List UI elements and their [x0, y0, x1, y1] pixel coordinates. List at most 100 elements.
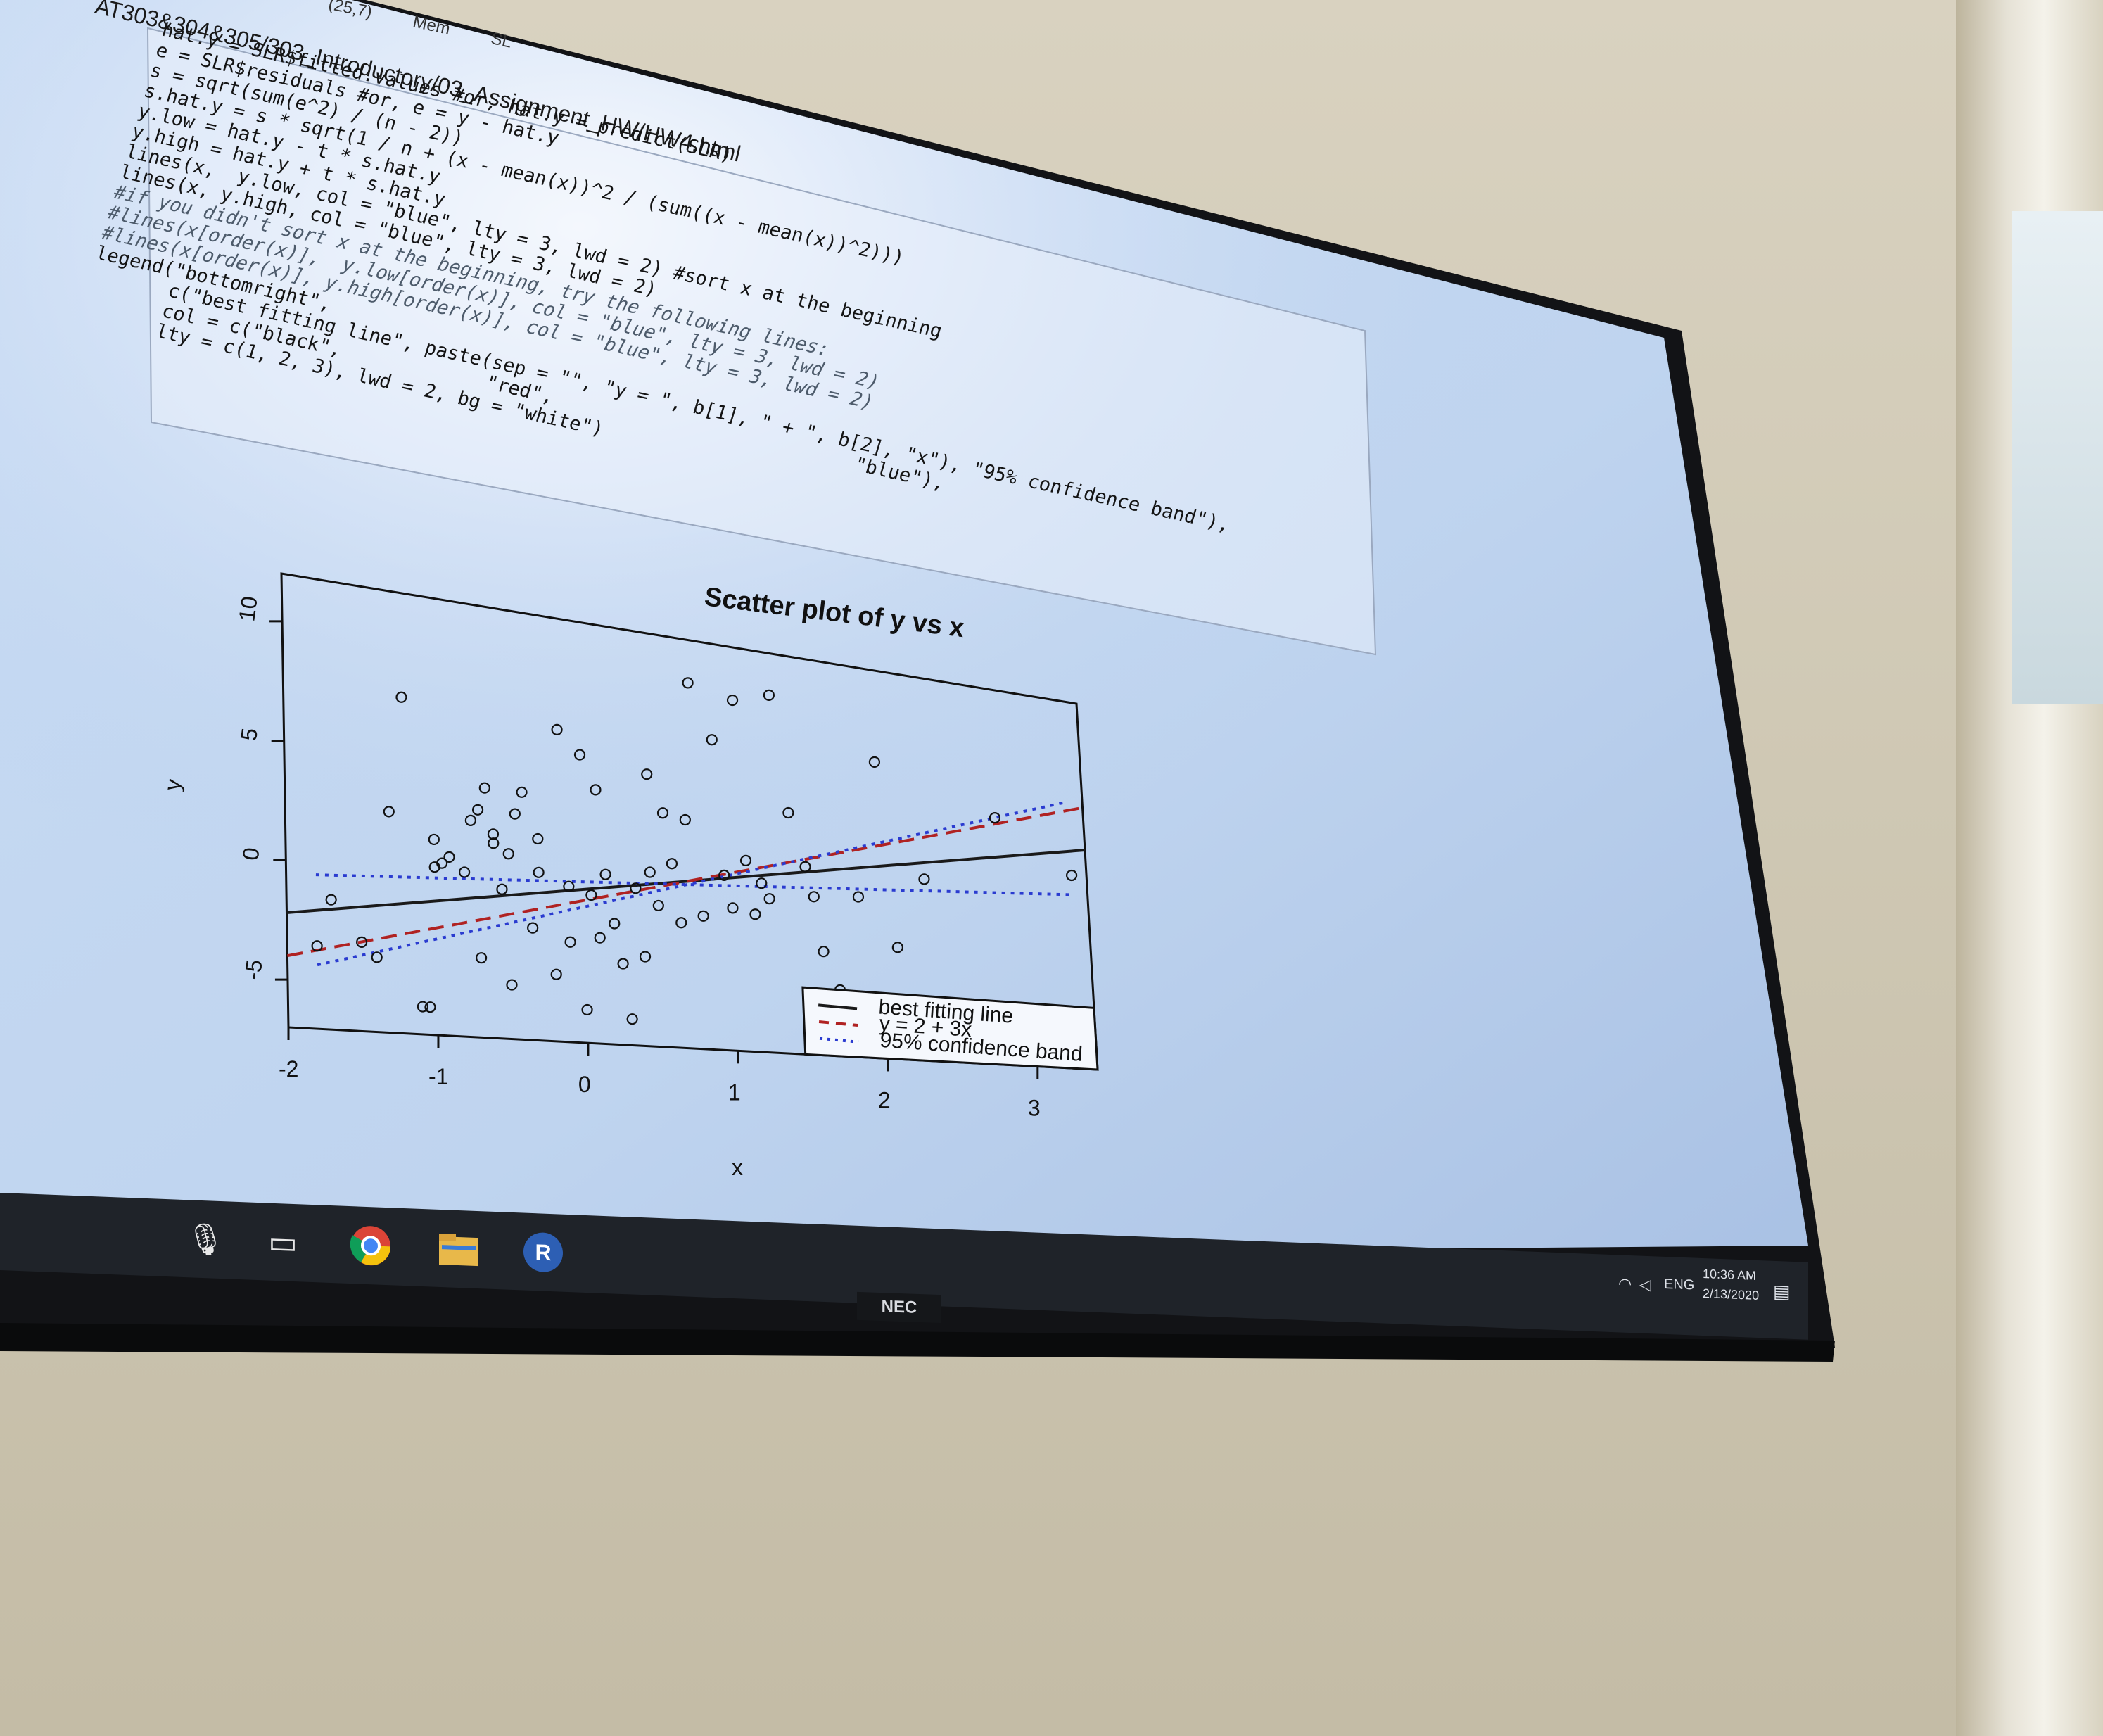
x-tick-label: -2 [279, 1056, 298, 1082]
data-point [371, 951, 383, 963]
r-icon[interactable]: R [517, 1225, 569, 1279]
data-point [918, 873, 930, 885]
data-point [395, 691, 407, 703]
data-point [585, 889, 597, 901]
legend-swatch [818, 1003, 858, 1010]
y-axis-label: y [159, 777, 186, 792]
data-point [527, 922, 539, 934]
data-point [464, 814, 476, 826]
data-point [666, 858, 678, 870]
data-point [739, 854, 752, 867]
legend-swatch [818, 1020, 858, 1027]
svg-text:R: R [535, 1239, 551, 1265]
notification-icon[interactable]: ▤ [1773, 1280, 1791, 1303]
monitor-brand-logo: NEC [857, 1291, 941, 1324]
x-tick-label: 3 [1028, 1096, 1041, 1121]
data-point [471, 804, 484, 816]
data-point [551, 723, 563, 735]
file-explorer-icon[interactable] [433, 1222, 485, 1276]
task-view-icon[interactable]: ▭ [268, 1224, 298, 1260]
data-point [487, 828, 500, 840]
data-point [727, 902, 739, 914]
x-tick-label: 0 [578, 1072, 591, 1097]
network-icon[interactable]: ◠ [1618, 1274, 1632, 1293]
taskbar: 🎙 ▭ R ENG 10:36 AM 2/13/2020 ▤ ◠ ◁ [0, 1193, 1808, 1340]
data-point [818, 946, 830, 958]
data-point [478, 782, 490, 794]
chart-title: Scatter plot of y vs x [703, 582, 966, 643]
data-point [532, 832, 544, 845]
data-point [718, 869, 730, 881]
data-point [763, 893, 775, 905]
x-axis-label: x [732, 1155, 743, 1180]
data-point [808, 891, 820, 903]
legend-swatch [819, 1037, 859, 1044]
data-point [656, 807, 669, 819]
volume-icon[interactable]: ◁ [1639, 1275, 1651, 1294]
x-tick-label: -1 [428, 1064, 448, 1089]
data-point [436, 857, 448, 869]
data-point [1066, 869, 1078, 882]
data-point [599, 868, 611, 880]
data-point [458, 866, 471, 878]
data-point [852, 891, 865, 903]
data-point [756, 877, 768, 889]
data-point [644, 866, 656, 878]
data-point [630, 882, 642, 894]
clock-time[interactable]: 10:36 AM [1703, 1266, 1757, 1283]
data-point [682, 677, 694, 689]
microphone-icon[interactable]: 🎙 [186, 1222, 225, 1258]
data-point [573, 749, 586, 761]
data-point [726, 694, 739, 707]
data-point [311, 940, 323, 952]
data-point [356, 936, 368, 948]
series-line [287, 806, 1083, 958]
y-tick-label: 5 [236, 726, 262, 742]
data-point [383, 806, 395, 818]
x-tick-label: 1 [728, 1079, 741, 1105]
data-point [989, 811, 1001, 824]
data-point [891, 942, 903, 953]
data-point [763, 689, 775, 702]
data-point [424, 1001, 436, 1013]
data-point [506, 979, 518, 991]
legend-box [801, 986, 1099, 1071]
data-point [675, 917, 687, 929]
x-tick-label: 2 [878, 1087, 891, 1113]
series-line [315, 873, 1073, 896]
data-point [749, 908, 761, 920]
data-point [594, 932, 606, 944]
data-point [679, 813, 691, 826]
data-point [652, 899, 664, 912]
data-point [443, 851, 455, 863]
series-line [286, 849, 1086, 915]
data-point [417, 1001, 428, 1013]
data-point [550, 968, 562, 980]
data-point [626, 1013, 638, 1025]
data-point [428, 833, 440, 846]
data-point [697, 910, 709, 922]
data-point [641, 768, 653, 780]
data-point [581, 1003, 593, 1016]
data-point [476, 952, 488, 964]
data-point [564, 936, 576, 948]
data-point [563, 880, 575, 892]
clock-date[interactable]: 2/13/2020 [1703, 1286, 1760, 1303]
language-indicator[interactable]: ENG [1664, 1276, 1695, 1293]
data-point [609, 918, 621, 930]
chrome-icon[interactable] [345, 1219, 397, 1273]
data-point [706, 734, 718, 746]
y-tick-label: 10 [234, 595, 262, 623]
data-point [533, 866, 545, 878]
data-point [496, 883, 508, 895]
data-point [516, 786, 528, 798]
data-point [868, 756, 881, 768]
data-point [325, 894, 337, 906]
data-point [509, 808, 521, 820]
window [2012, 211, 2103, 704]
y-tick-label: -5 [239, 958, 267, 981]
data-point [799, 861, 811, 873]
